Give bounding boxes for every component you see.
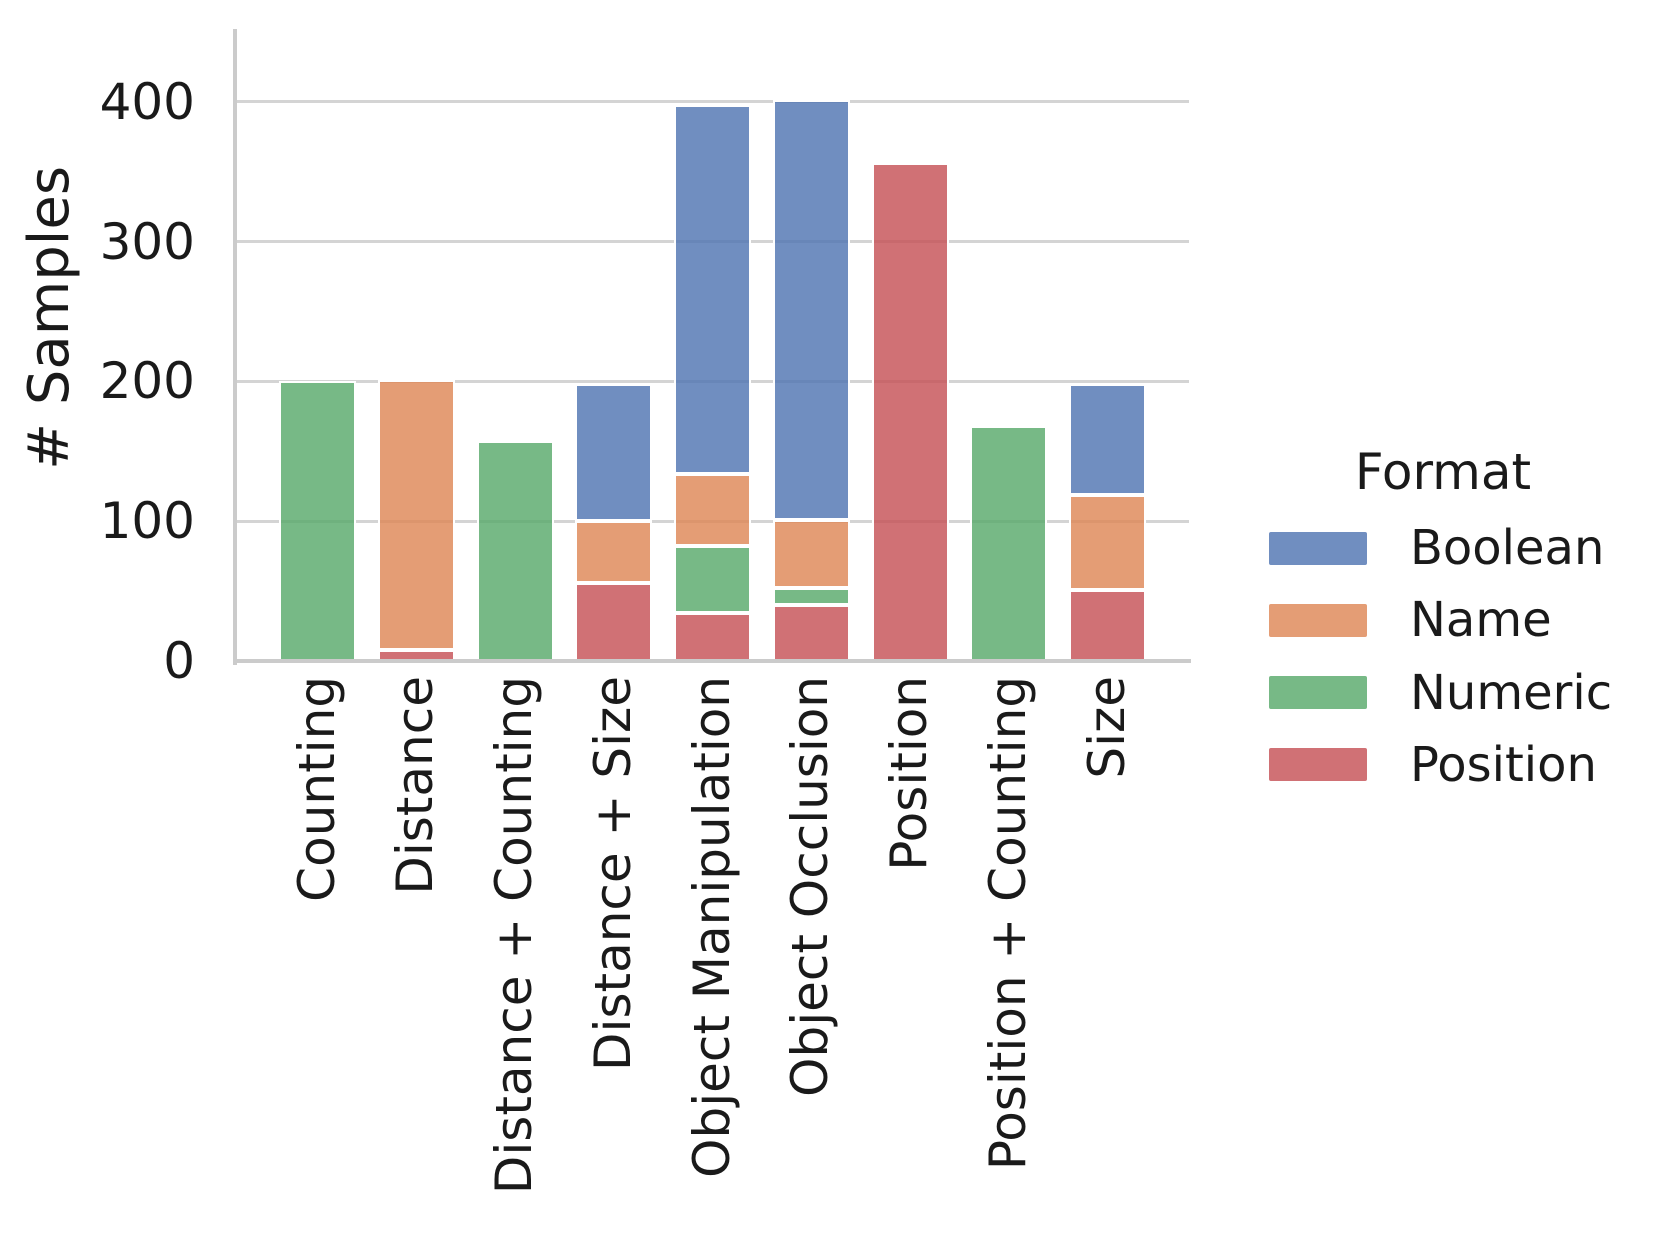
bar-segment-object-manipulation-name <box>674 473 751 547</box>
y-tick-label-200: 200 <box>99 352 195 411</box>
bar-segment-object-occlusion-position <box>772 605 850 661</box>
y-tick-label-0: 0 <box>163 632 195 690</box>
legend-label-boolean: Boolean <box>1410 520 1605 576</box>
legend-title: Format <box>1354 443 1532 501</box>
legend-swatch-name <box>1269 603 1367 637</box>
bar-segment-object-occlusion-name <box>772 519 850 589</box>
legend-label-position: Position <box>1410 736 1597 793</box>
bar-segment-distance-size-position <box>575 582 653 661</box>
bar-segment-object-manipulation-position <box>674 613 751 661</box>
bar-segment-distance-counting-numeric <box>476 441 554 661</box>
bar-segment-size-position <box>1069 589 1146 661</box>
bar-segment-position-counting-numeric <box>970 426 1048 661</box>
y-axis-line <box>233 29 237 665</box>
x-axis-line <box>233 659 1191 663</box>
y-tick-label-300: 300 <box>99 212 195 271</box>
y-tick-label-100: 100 <box>99 492 195 551</box>
bar-segment-object-occlusion-boolean <box>772 100 850 520</box>
bar-segment-size-boolean <box>1069 384 1146 495</box>
bar-segment-object-manipulation-numeric <box>674 546 751 614</box>
bar-segment-object-occlusion-numeric <box>772 588 850 606</box>
bar-segment-distance-name <box>377 379 455 650</box>
bar-segment-distance-size-boolean <box>575 384 653 522</box>
legend-label-name: Name <box>1410 592 1552 649</box>
legend-label-numeric: Numeric <box>1410 664 1613 721</box>
legend-swatch-position <box>1269 748 1367 782</box>
bar-segment-size-name <box>1069 494 1146 590</box>
y-tick-label-400: 400 <box>99 72 195 131</box>
legend-swatch-boolean <box>1269 531 1367 565</box>
bar-segment-distance-size-name <box>575 521 653 583</box>
gridline-400 <box>235 100 1189 104</box>
bar-segment-position-position <box>871 163 949 661</box>
bar-segment-object-manipulation-boolean <box>674 104 751 474</box>
legend-swatch-numeric <box>1269 676 1367 710</box>
